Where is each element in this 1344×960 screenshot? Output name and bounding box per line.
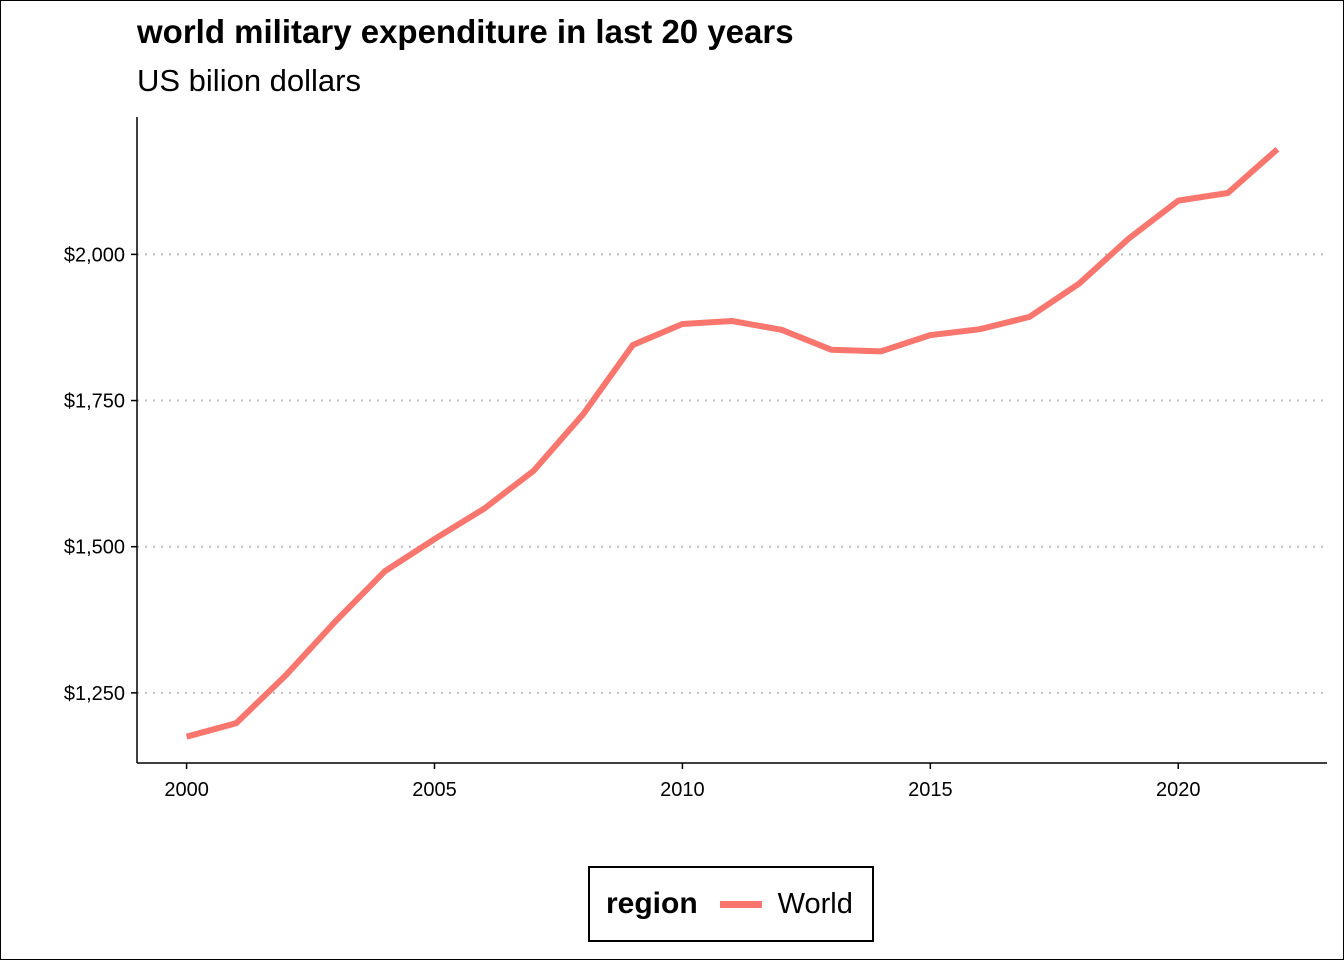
y-tick-label: $1,750 bbox=[64, 391, 125, 413]
y-tick-label: $1,500 bbox=[64, 537, 125, 559]
y-tick-label: $1,250 bbox=[64, 683, 125, 705]
y-axis-ticks: $1,250 $1,500 $1,750 $2,000 bbox=[64, 244, 137, 705]
legend-key-world bbox=[719, 900, 762, 908]
x-tick-label: 2020 bbox=[1156, 779, 1201, 801]
x-tick-label: 2005 bbox=[412, 779, 457, 801]
legend-label-world: World bbox=[777, 887, 853, 920]
chart-title: world military expenditure in last 20 ye… bbox=[137, 13, 794, 50]
x-tick-label: 2010 bbox=[660, 779, 705, 801]
series-lines bbox=[185, 146, 1280, 740]
series-line-world bbox=[185, 146, 1280, 740]
legend-title: region bbox=[606, 887, 698, 920]
legend: region World bbox=[588, 866, 874, 942]
x-tick-label: 2000 bbox=[164, 779, 209, 801]
chart-subtitle: US bilion dollars bbox=[137, 63, 361, 98]
x-tick-label: 2015 bbox=[908, 779, 953, 801]
x-axis-ticks: 2000 2005 2010 2015 2020 bbox=[164, 763, 1201, 801]
y-tick-label: $2,000 bbox=[64, 244, 125, 266]
